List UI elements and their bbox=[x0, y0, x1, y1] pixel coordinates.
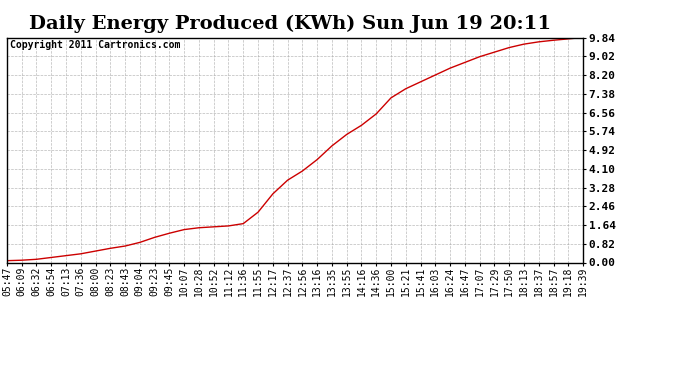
Text: Copyright 2011 Cartronics.com: Copyright 2011 Cartronics.com bbox=[10, 40, 180, 50]
Text: Daily Energy Produced (KWh) Sun Jun 19 20:11: Daily Energy Produced (KWh) Sun Jun 19 2… bbox=[29, 15, 551, 33]
